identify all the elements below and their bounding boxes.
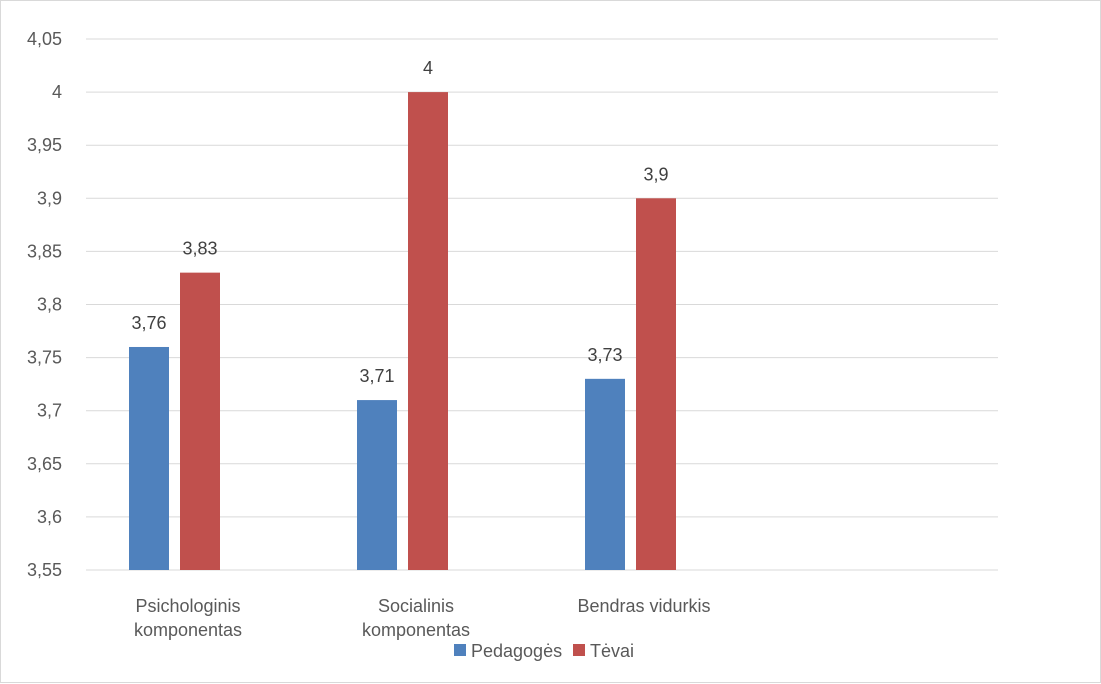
- y-tick-label: 3,6: [37, 507, 62, 527]
- legend-label: Pedagogės: [471, 641, 562, 661]
- y-tick-label: 3,85: [27, 241, 62, 261]
- data-label: 3,83: [182, 239, 217, 259]
- data-label: 3,9: [643, 164, 668, 184]
- bar-pedagoges: [357, 400, 397, 570]
- legend-label: Tėvai: [590, 641, 634, 661]
- y-tick-label: 3,75: [27, 348, 62, 368]
- bar-tevai: [408, 92, 448, 570]
- y-tick-label: 3,9: [37, 188, 62, 208]
- y-tick-label: 3,65: [27, 454, 62, 474]
- bars: [129, 92, 676, 571]
- x-category-label: komponentas: [362, 620, 470, 640]
- x-category-label: Psichologinis: [135, 596, 240, 616]
- data-labels: 3,76 3,83 3,71 4 3,73 3,9: [131, 58, 668, 386]
- y-tick-label: 3,55: [27, 560, 62, 580]
- y-tick-label: 3,7: [37, 401, 62, 421]
- data-label: 3,76: [131, 313, 166, 333]
- bar-pedagoges: [129, 346, 169, 570]
- x-axis-category-labels: Psichologinis komponentas Socialinis kompon…: [134, 596, 711, 640]
- data-label: 4: [423, 58, 433, 78]
- legend: Pedagogės Tėvai: [454, 641, 634, 661]
- bar-tevai: [180, 272, 220, 570]
- y-tick-label: 3,8: [37, 295, 62, 315]
- x-category-label: Socialinis: [378, 596, 454, 616]
- y-tick-label: 4: [52, 82, 62, 102]
- legend-swatch: [454, 644, 466, 656]
- y-tick-label: 4,05: [27, 29, 62, 49]
- bar-tevai: [636, 198, 676, 571]
- gridlines: [86, 38, 998, 571]
- x-category-label: komponentas: [134, 620, 242, 640]
- bar-pedagoges: [585, 378, 625, 570]
- data-label: 3,73: [587, 345, 622, 365]
- legend-swatch: [573, 644, 585, 656]
- y-tick-label: 3,95: [27, 135, 62, 155]
- data-label: 3,71: [359, 366, 394, 386]
- x-category-label: Bendras vidurkis: [577, 596, 710, 616]
- y-axis-tick-labels: 3,55 3,6 3,65 3,7 3,75 3,8 3,85 3,9 3,95 4 4,05: [27, 29, 62, 580]
